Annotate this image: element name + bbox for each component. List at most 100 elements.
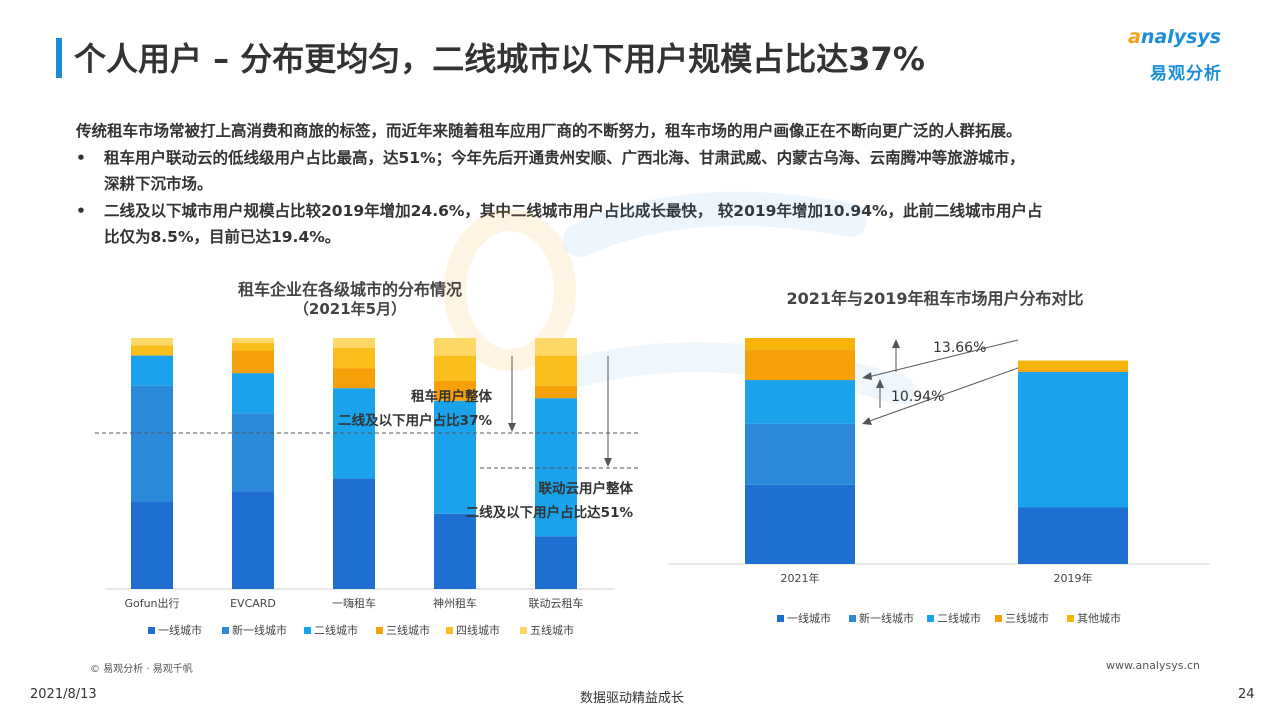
- bullet-text: 租车用户联动云的低线级用户占比最高，达51%；今年先后开通贵州安顺、广西北海、甘…: [104, 145, 1204, 197]
- linkage-arrow-head: [604, 458, 612, 467]
- slide-date: 2021/8/13: [30, 687, 97, 702]
- bar-segment: [333, 368, 375, 389]
- legend-label: 五线城市: [530, 623, 574, 637]
- overall-annotation-text: 二线及以下用户占比37%: [338, 412, 492, 429]
- legend-swatch: [304, 627, 311, 634]
- bar-segment: [131, 385, 173, 502]
- legend-swatch: [927, 615, 934, 622]
- bullet-dot: •: [76, 202, 86, 220]
- chart1-subtitle: （2021年5月）: [293, 300, 407, 318]
- logo-wordmark: analysys: [1128, 26, 1222, 48]
- legend-swatch: [995, 615, 1002, 622]
- x-tick-label: 一嗨租车: [332, 596, 376, 610]
- legend-label: 四线城市: [456, 623, 500, 637]
- footer-website-link[interactable]: www.analysys.cn: [1106, 659, 1200, 672]
- legend-swatch: [777, 615, 784, 622]
- bullet-line: 二线及以下城市用户规模占比较2019年增加24.6%，其中二线城市用户占比成长最…: [104, 202, 1043, 220]
- x-tick-label: EVCARD: [230, 597, 276, 610]
- legend-swatch: [1067, 615, 1074, 622]
- x-tick-label: 神州租车: [433, 596, 477, 610]
- legend-label: 二线城市: [314, 623, 358, 637]
- bar-segment: [535, 338, 577, 356]
- legend-label: 三线城市: [386, 623, 430, 637]
- x-tick-label: 联动云租车: [529, 596, 584, 610]
- chart1-title: 租车企业在各级城市的分布情况: [237, 280, 462, 299]
- bar-segment: [232, 338, 274, 344]
- bar-segment: [1018, 371, 1128, 508]
- bullet-text: 二线及以下城市用户规模占比较2019年增加24.6%，其中二线城市用户占比成长最…: [104, 198, 1204, 250]
- second-tier-arrow-head: [876, 379, 884, 388]
- footer-copyright: © 易观分析 · 易观千帆: [90, 664, 193, 675]
- linkage-annotation-text: 二线及以下用户占比达51%: [466, 504, 634, 521]
- bar-segment: [131, 345, 173, 356]
- third-tier-growth-label: 13.66%: [933, 340, 986, 356]
- legend-swatch: [849, 615, 856, 622]
- bar-segment: [535, 385, 577, 399]
- bar-segment: [745, 484, 855, 564]
- legend-swatch: [376, 627, 383, 634]
- slide-slogan: 数据驱动精益成长: [580, 691, 685, 706]
- bullet-line: 比仅为8.5%，目前已达19.4%。: [104, 228, 341, 246]
- legend-label: 新一线城市: [859, 611, 914, 625]
- overall-annotation-title: 租车用户整体: [411, 388, 492, 405]
- x-tick-label: Gofun出行: [124, 596, 179, 610]
- bullet-line: 租车用户联动云的低线级用户占比最高，达51%；今年先后开通贵州安顺、广西北海、甘…: [104, 149, 1025, 167]
- legend-label: 三线城市: [1005, 611, 1049, 625]
- bar-segment: [745, 338, 855, 350]
- bar-segment: [434, 355, 476, 381]
- legend-swatch: [148, 627, 155, 634]
- bar-segment: [745, 380, 855, 424]
- bullet-dot: •: [76, 149, 86, 167]
- chart2-title: 2021年与2019年租车市场用户分布对比: [786, 289, 1084, 308]
- legend-label: 其他城市: [1077, 611, 1121, 625]
- title-accent-bar: [56, 38, 62, 78]
- bar-segment: [745, 349, 855, 381]
- bar-segment: [131, 338, 173, 346]
- bar-segment: [1018, 369, 1128, 372]
- logo-chinese-text: 易观分析: [1150, 64, 1222, 84]
- bar-segment: [131, 355, 173, 386]
- intro-paragraph: 传统租车市场常被打上高消费和商旅的标签，而近年来随着租车应用厂商的不断努力，租车…: [76, 122, 1022, 140]
- third-tier-arrow-head: [892, 339, 900, 348]
- bullet-line: 深耕下沉市场。: [104, 175, 213, 193]
- second-tier-connector: [863, 367, 1019, 424]
- bar-segment: [333, 338, 375, 349]
- bar-segment: [434, 513, 476, 589]
- linkage-annotation-title: 联动云用户整体: [539, 480, 634, 497]
- second-tier-growth-label: 10.94%: [891, 389, 944, 405]
- third-tier-connector-head: [862, 372, 872, 380]
- legend-swatch: [520, 627, 527, 634]
- x-tick-label: 2019年: [1054, 571, 1093, 585]
- legend-swatch: [446, 627, 453, 634]
- bar-segment: [535, 355, 577, 386]
- bar-segment: [232, 413, 274, 492]
- second-tier-connector-head: [862, 417, 872, 425]
- bar-segment: [232, 343, 274, 351]
- bar-segment: [232, 373, 274, 414]
- bar-segment: [745, 423, 855, 485]
- legend-label: 二线城市: [937, 611, 981, 625]
- bar-segment: [232, 350, 274, 374]
- bar-segment: [333, 348, 375, 369]
- overall-arrow-head: [508, 423, 516, 432]
- x-tick-label: 2021年: [781, 571, 820, 585]
- legend-swatch: [222, 627, 229, 634]
- bar-segment: [232, 491, 274, 589]
- analysys-logo: analysys 易观分析: [1128, 26, 1248, 88]
- bar-segment: [1018, 507, 1128, 564]
- legend-label: 新一线城市: [232, 623, 287, 637]
- bar-segment: [434, 338, 476, 356]
- legend-label: 一线城市: [787, 611, 831, 625]
- bar-segment: [535, 398, 577, 537]
- bar-segment: [1018, 360, 1128, 370]
- bar-segment: [434, 400, 476, 514]
- page-title: 个人用户 – 分布更均匀，二线城市以下用户规模占比达37%: [74, 40, 925, 78]
- bar-segment: [535, 536, 577, 589]
- bar-segment: [131, 501, 173, 589]
- bar-segment: [434, 380, 476, 401]
- bar-segment: [333, 478, 375, 589]
- third-tier-connector: [863, 339, 1019, 379]
- legend-label: 一线城市: [158, 623, 202, 637]
- page-number: 24: [1238, 687, 1255, 702]
